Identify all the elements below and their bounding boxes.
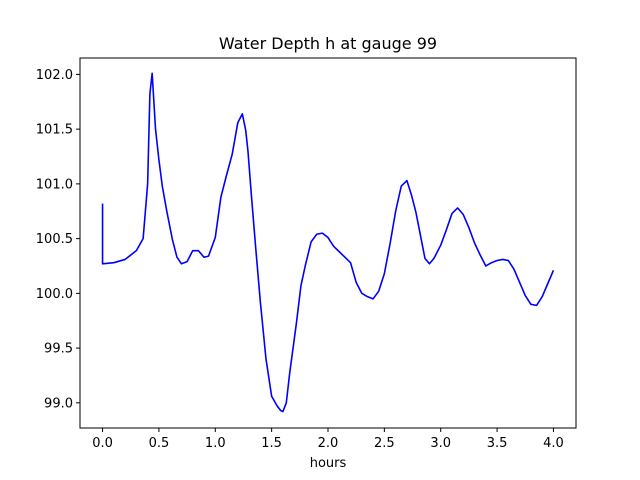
y-axis: 99.0 99.5 100.0 100.5 101.0 101.5 102.0 xyxy=(36,68,80,411)
axes-frame xyxy=(79,57,577,429)
x-axis: 0.0 0.5 1.0 1.5 2.0 2.5 3.0 3.5 4.0 xyxy=(92,428,564,451)
y-tick-label: 102.0 xyxy=(36,68,73,83)
y-tick-label: 100.0 xyxy=(36,287,73,302)
x-tick-label: 2.0 xyxy=(318,436,339,451)
y-tick-label: 100.5 xyxy=(36,232,73,247)
x-axis-label: hours xyxy=(310,456,347,471)
y-tick-label: 101.5 xyxy=(36,123,73,138)
chart-title: Water Depth h at gauge 99 xyxy=(219,34,437,53)
x-tick-label: 0.0 xyxy=(92,436,113,451)
x-tick-label: 4.0 xyxy=(543,436,564,451)
series-line-0 xyxy=(101,72,555,413)
y-tick-label: 101.0 xyxy=(36,177,73,192)
y-tick-label: 99.0 xyxy=(44,396,73,411)
x-tick-label: 1.5 xyxy=(261,436,282,451)
y-tick-label: 99.5 xyxy=(44,342,73,357)
x-tick-label: 0.5 xyxy=(149,436,170,451)
x-tick-label: 2.5 xyxy=(374,436,395,451)
x-tick-label: 3.0 xyxy=(430,436,451,451)
x-tick-label: 1.0 xyxy=(205,436,226,451)
plot-area xyxy=(101,72,555,413)
x-tick-label: 3.5 xyxy=(487,436,508,451)
